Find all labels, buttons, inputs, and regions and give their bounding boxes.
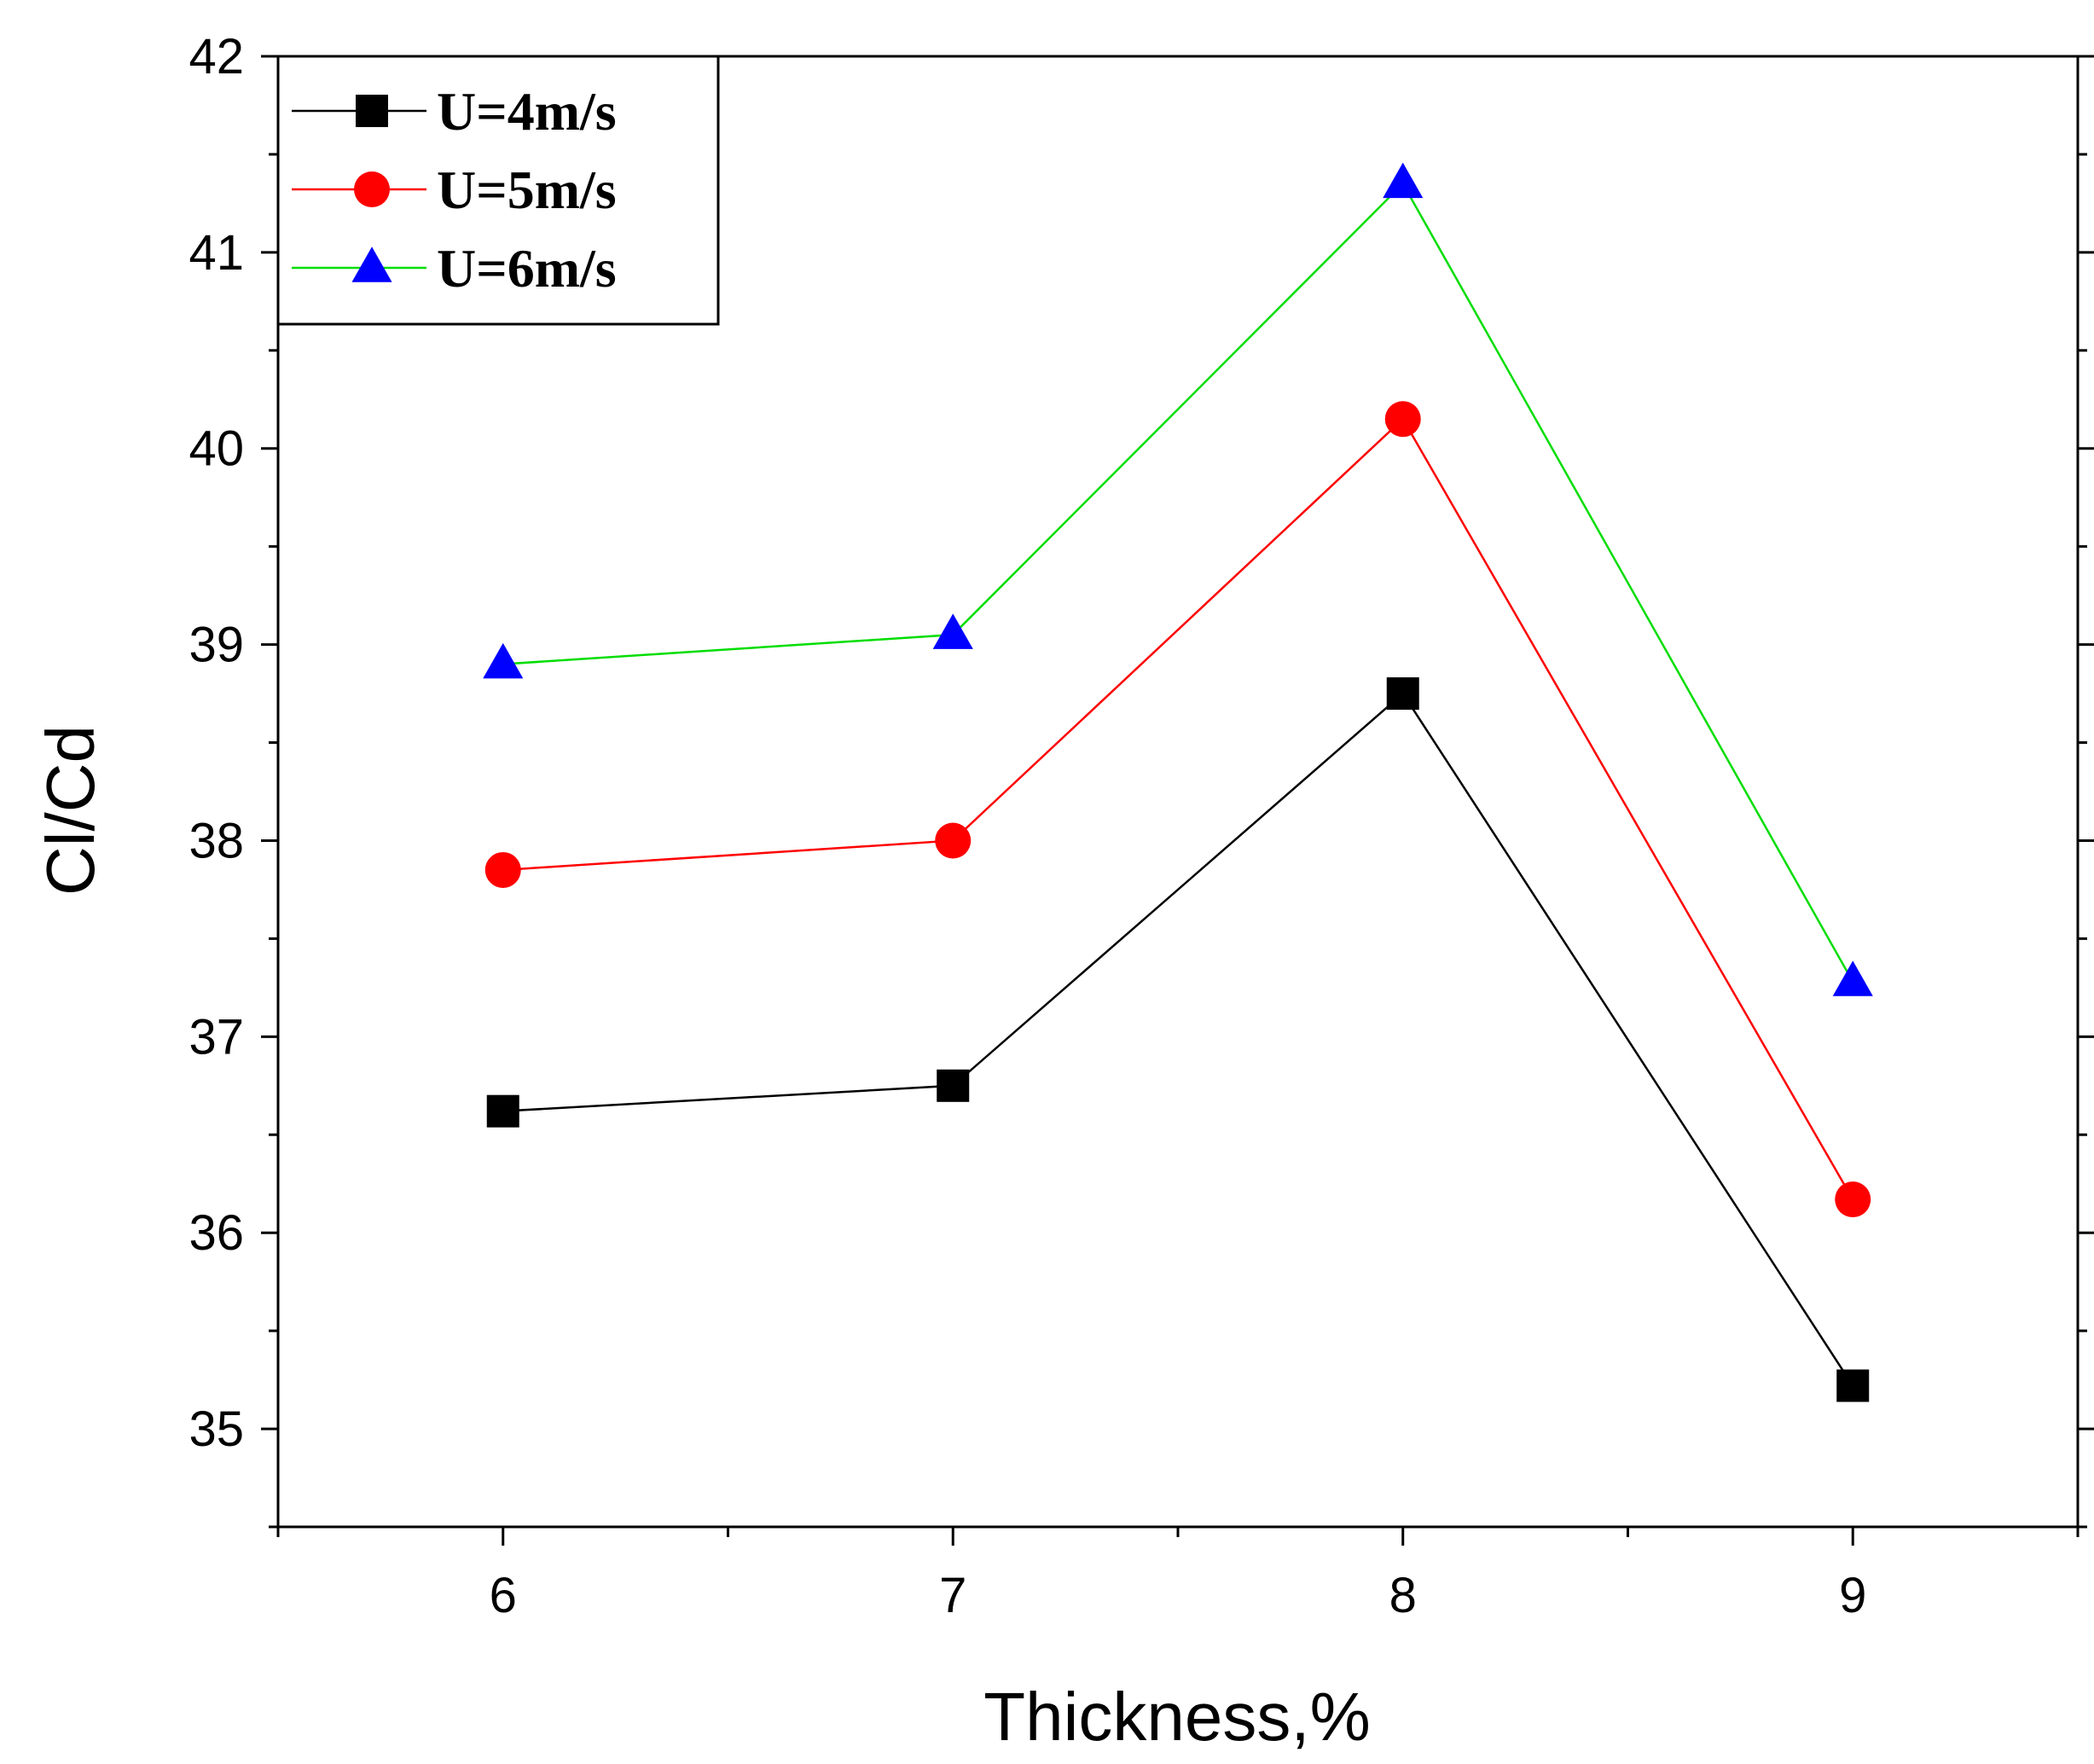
data-point [932, 613, 973, 649]
x-tick-label: 7 [939, 1568, 966, 1623]
data-point [1832, 960, 1873, 996]
legend-label: U=5m/s [437, 160, 617, 220]
legend-marker [351, 247, 392, 282]
y-axis-title: Cl/Cd [32, 725, 108, 896]
y-tick-label: 41 [189, 225, 244, 281]
data-point [1835, 1181, 1871, 1218]
x-axis-title: Thickness,% [983, 1679, 1370, 1755]
data-point [486, 1094, 519, 1128]
legend-marker [356, 95, 388, 127]
data-point [1383, 162, 1424, 199]
series-layer [483, 162, 1873, 1402]
x-axis: 6 7 8 9 [276, 1527, 2079, 1623]
y-tick-label: 36 [189, 1205, 244, 1261]
y-tick-label: 39 [189, 618, 244, 673]
legend: U=4m/s U=5m/s U=6m/s [276, 55, 720, 326]
data-point [937, 1069, 970, 1102]
legend-marker [354, 171, 390, 207]
x-tick-label: 9 [1839, 1568, 1866, 1623]
data-point [484, 851, 521, 888]
series-2 [484, 401, 1871, 1218]
data-point [935, 822, 972, 859]
series-3 [483, 162, 1873, 996]
y-tick-label: 42 [189, 29, 244, 84]
data-point [483, 642, 524, 679]
x-tick-label: 8 [1389, 1568, 1417, 1623]
series-line [502, 417, 1854, 1200]
x-tick-label: 6 [490, 1568, 517, 1623]
series-1 [486, 677, 1870, 1402]
legend-label: U=4m/s [437, 81, 617, 142]
data-point [1836, 1369, 1870, 1402]
legend-label: U=6m/s [437, 238, 617, 299]
y-tick-label: 35 [189, 1401, 244, 1457]
y-tick-label: 37 [189, 1009, 244, 1065]
data-point [1384, 401, 1421, 438]
data-point [1386, 677, 1419, 711]
series-line [502, 692, 1854, 1387]
y-axis: 35 36 37 38 39 40 41 42 [189, 29, 2094, 1529]
y-tick-label: 40 [189, 421, 244, 477]
y-tick-label: 38 [189, 813, 244, 868]
series-line [502, 182, 1854, 983]
